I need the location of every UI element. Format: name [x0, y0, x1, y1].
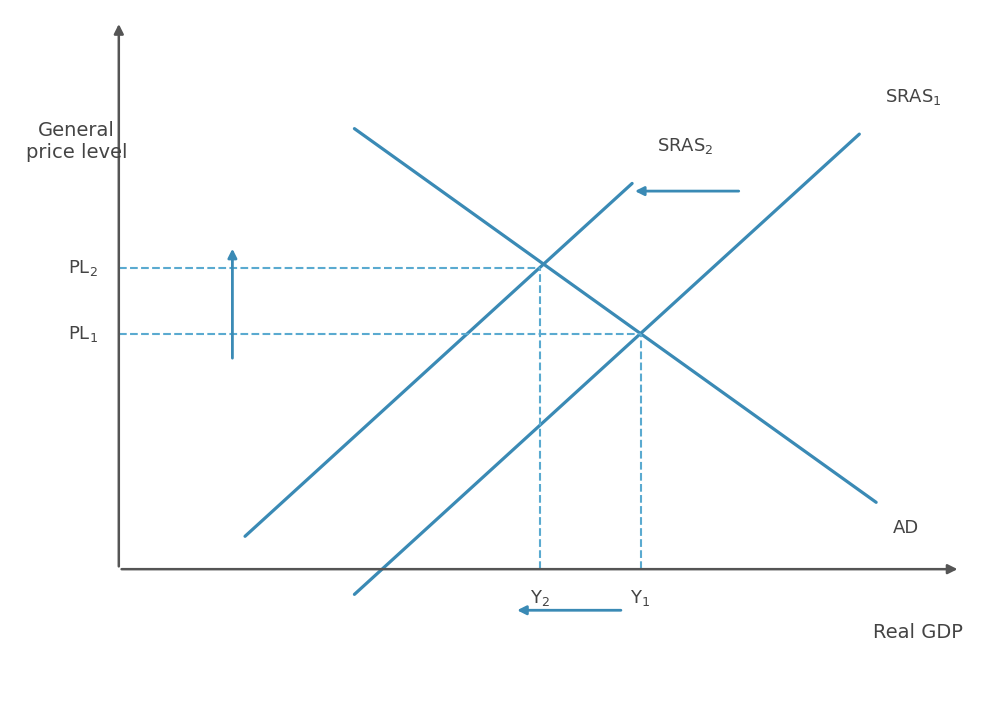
Text: SRAS$_1$: SRAS$_1$ — [885, 86, 941, 107]
Text: PL$_1$: PL$_1$ — [68, 324, 98, 343]
Text: General
price level: General price level — [26, 121, 128, 162]
Text: SRAS$_2$: SRAS$_2$ — [657, 136, 714, 156]
Text: Real GDP: Real GDP — [873, 622, 963, 641]
Text: Y$_2$: Y$_2$ — [530, 588, 549, 608]
Text: AD: AD — [893, 519, 920, 537]
Text: Y$_1$: Y$_1$ — [631, 588, 650, 608]
Text: PL$_2$: PL$_2$ — [68, 258, 98, 278]
